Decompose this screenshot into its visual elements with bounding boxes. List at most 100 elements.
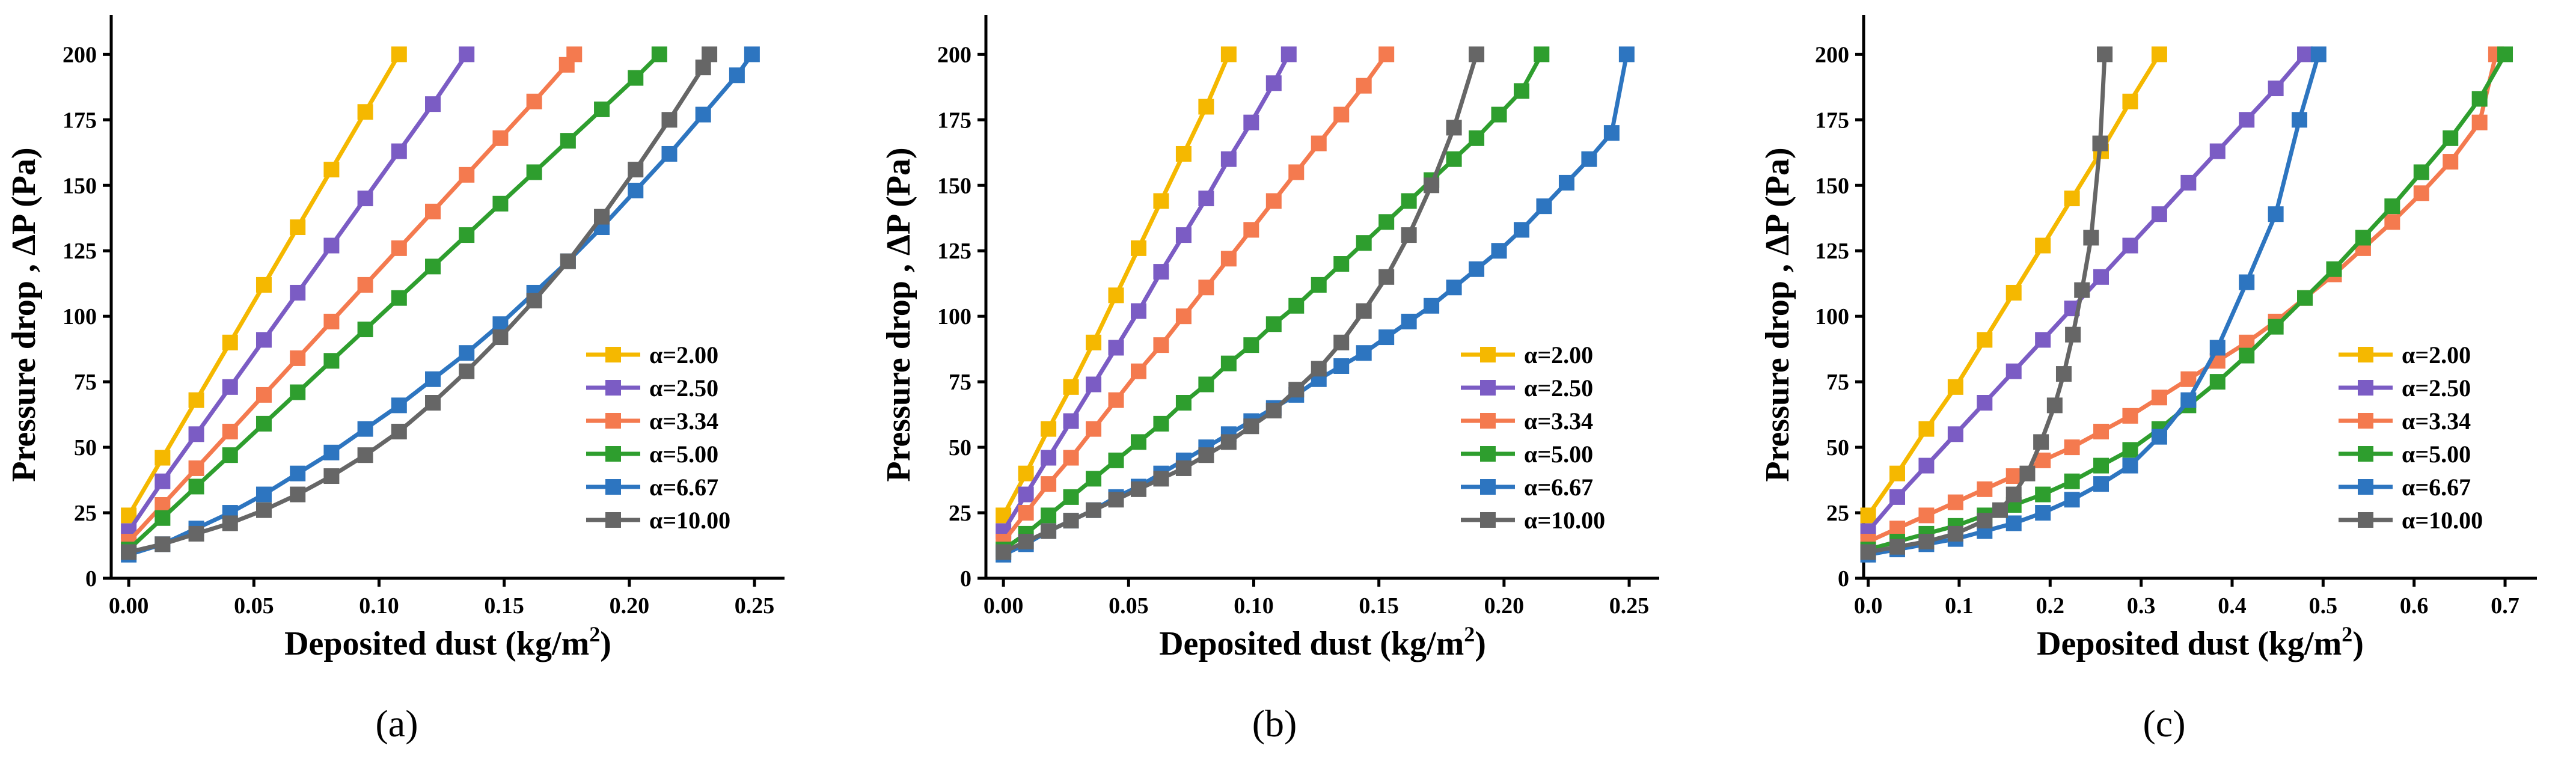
data-point [628,162,644,178]
data-point [2268,81,2284,97]
data-point [1333,358,1350,374]
data-point [1198,376,1214,393]
data-point [2005,486,2022,503]
data-point [1130,240,1146,256]
data-point [1063,450,1079,466]
data-point [2097,46,2113,63]
data-point [1108,392,1124,408]
x-tick-label: 0.10 [359,593,399,619]
data-point [1378,329,1395,346]
y-axis-title: Pressure drop , ΔP (Pa) [880,147,917,481]
x-tick-label: 0.15 [484,593,524,619]
data-point [661,145,678,162]
data-point [1243,114,1259,130]
data-point [1041,476,1057,492]
data-point [1558,174,1574,191]
data-point [459,363,475,379]
data-point [1243,418,1259,435]
data-point [1356,235,1372,251]
data-point [1108,287,1124,304]
legend-entry: α=5.00 [1524,441,1593,468]
data-point [1491,243,1507,259]
y-tick-label: 50 [74,435,97,460]
data-point [1311,135,1327,151]
data-point [2297,290,2313,306]
data-point [1220,251,1237,267]
data-point [651,46,667,63]
legend-marker [605,512,621,528]
data-point [2035,452,2051,468]
data-point [357,447,373,463]
data-point [661,112,678,128]
data-point [391,423,407,439]
data-point [1977,513,1993,529]
legend-marker [605,413,621,429]
data-point [996,544,1012,560]
data-point [2035,332,2051,348]
data-point [323,468,340,484]
data-point [323,353,340,369]
data-point [1311,277,1327,293]
data-point [1356,78,1372,94]
legend-entry: α=6.67 [1524,474,1593,501]
legend-marker [2358,380,2373,396]
data-point [1401,313,1417,329]
data-point [1424,177,1440,194]
data-point [188,478,204,495]
data-point [1534,46,1550,63]
data-point [1333,334,1350,350]
series-2 [996,46,1395,549]
data-point [2122,93,2138,109]
data-point [357,104,373,120]
data-point [2064,191,2080,207]
data-point [459,46,475,63]
data-point [2005,363,2022,379]
y-tick-label: 175 [63,108,97,133]
data-point [154,473,171,489]
data-point [560,133,576,149]
series-2 [121,46,583,549]
data-point [357,421,373,437]
data-point [2074,282,2090,298]
data-point [1018,465,1034,481]
y-tick-label: 200 [937,42,971,67]
data-point [255,502,272,518]
data-point [1860,507,1876,524]
legend-marker [1480,479,1496,495]
data-point [154,497,171,513]
y-tick-label: 175 [1815,108,1849,133]
legend-entry: α=3.34 [1524,408,1593,435]
data-point [1018,505,1034,521]
data-point [1063,513,1079,529]
data-point [1153,471,1169,487]
data-point [323,313,340,329]
data-point [222,334,238,350]
data-point [1041,421,1057,437]
legend-entry: α=3.34 [649,408,718,435]
data-point [2093,423,2109,439]
data-point [154,536,171,552]
data-point [1333,256,1350,272]
x-axis-title: Deposited dust (kg/m2) [1159,622,1486,662]
x-tick-label: 0.0 [1854,593,1883,619]
data-point [1514,222,1530,238]
data-point [1175,395,1192,411]
data-point [2035,486,2051,503]
data-point [1243,222,1259,238]
data-point [1860,544,1876,560]
data-point [526,293,542,309]
data-point [1378,46,1395,63]
data-point [2035,505,2051,521]
data-point [1153,193,1169,209]
data-point [1220,355,1237,371]
series-0 [121,46,407,524]
data-point [1041,507,1057,524]
data-point [560,253,576,269]
data-point [255,277,272,293]
data-point [290,284,306,301]
legend-entry: α=5.00 [649,441,718,468]
data-point [1130,434,1146,450]
data-point [290,486,306,503]
data-point [2355,230,2371,246]
data-point [255,486,272,503]
